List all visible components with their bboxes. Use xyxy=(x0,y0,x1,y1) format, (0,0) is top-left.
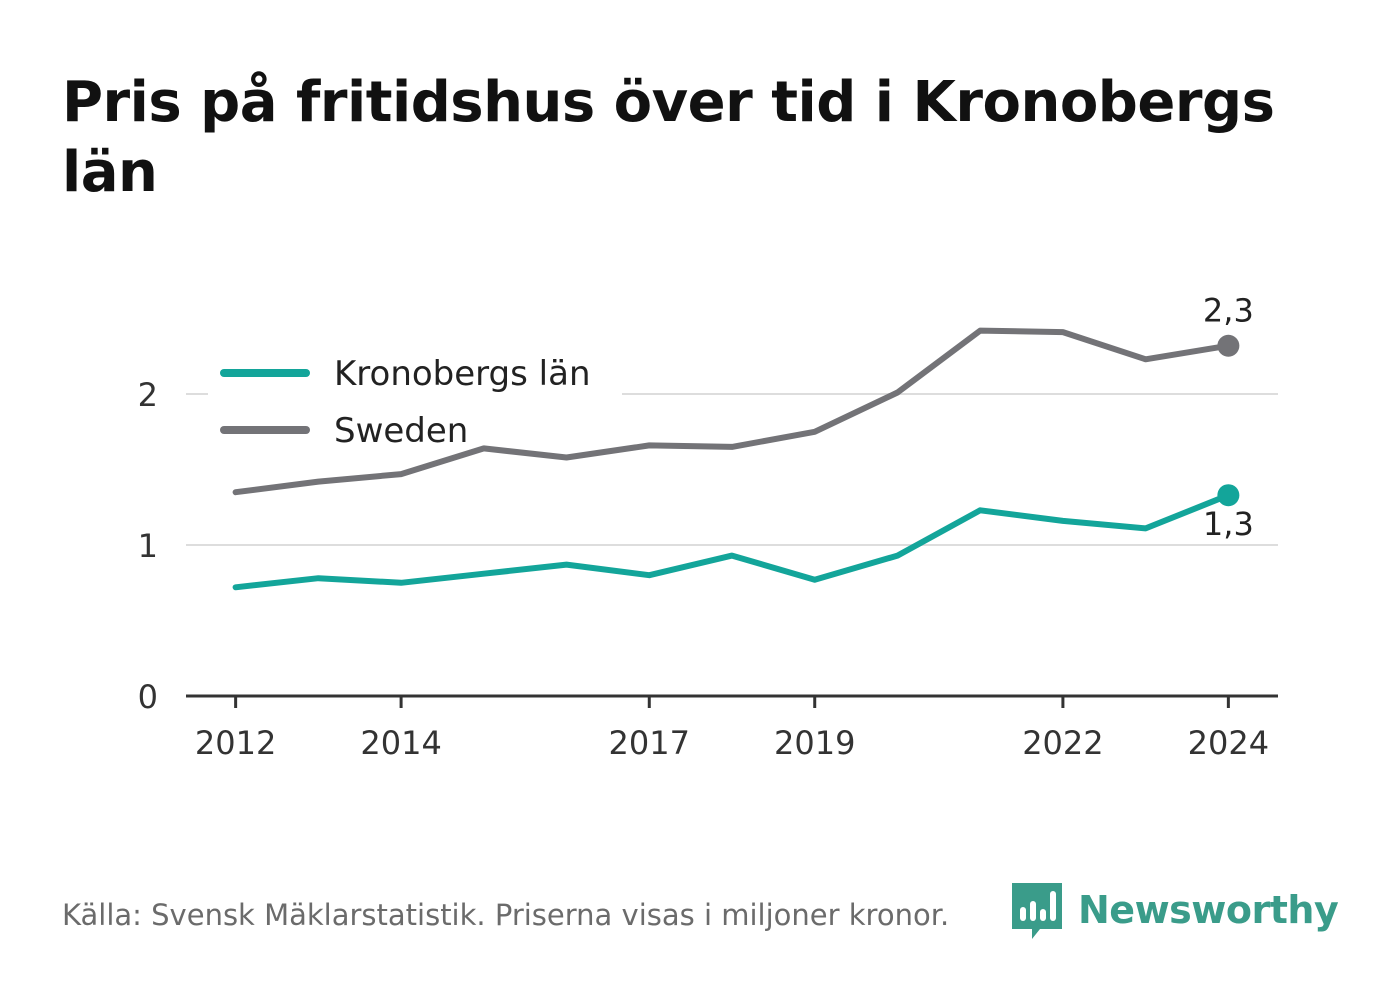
x-tick-label: 2022 xyxy=(1022,724,1103,762)
x-axis xyxy=(186,694,1278,708)
y-tick-label: 2 xyxy=(138,376,158,414)
y-tick-label: 1 xyxy=(138,527,158,565)
x-tick-label: 2017 xyxy=(609,724,690,762)
bar-chart-speech-bubble-icon xyxy=(1012,883,1062,939)
chart-title: Pris på fritidshus över tid i Kronobergs… xyxy=(62,70,1275,205)
brand-logo: Newsworthy xyxy=(1010,878,1339,942)
series-end-point xyxy=(1217,484,1240,507)
legend-background xyxy=(208,344,622,460)
x-tick-label: 2014 xyxy=(360,724,441,762)
series-end-point xyxy=(1217,334,1240,357)
x-tick-label: 2024 xyxy=(1188,724,1269,762)
end-value-label: 2,3 xyxy=(1203,292,1254,330)
x-tick-label: 2012 xyxy=(195,724,276,762)
source-note: Källa: Svensk Mäklarstatistik. Priserna … xyxy=(62,898,950,932)
end-labels: 1,3 2,3 xyxy=(1199,288,1257,546)
end-value-label: 1,3 xyxy=(1203,505,1254,543)
legend-label: Sweden xyxy=(334,411,468,451)
y-axis-tick-labels: 0 1 2 xyxy=(138,376,158,716)
x-tick-label: 2019 xyxy=(774,724,855,762)
brand-name: Newsworthy xyxy=(1078,888,1339,932)
series-line xyxy=(232,492,1232,591)
y-tick-label: 0 xyxy=(138,678,158,716)
series-lines xyxy=(232,327,1240,591)
legend-label: Kronobergs län xyxy=(334,354,591,394)
x-axis-tick-labels: 2012 2014 2017 2019 2022 2024 xyxy=(195,724,1269,762)
series-line xyxy=(232,327,1232,496)
legend: Kronobergs län Sweden xyxy=(208,344,622,460)
